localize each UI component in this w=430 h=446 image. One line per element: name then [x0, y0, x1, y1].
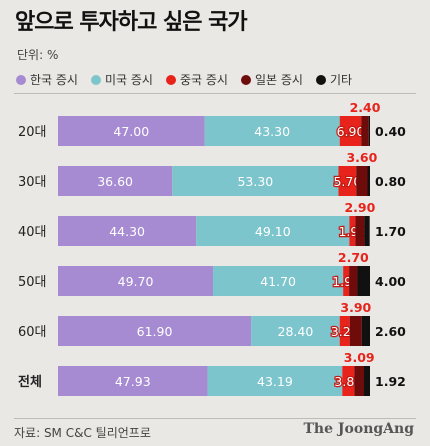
data-label: 61.90: [137, 324, 173, 339]
data-label: 2.90: [344, 200, 375, 215]
data-label: 2.60: [375, 324, 406, 339]
legend-label-korea: 한국 증시: [30, 73, 78, 87]
legend-swatch-usa: [90, 74, 101, 85]
category-label: 전체: [18, 374, 42, 390]
legend-item-usa: 미국 증시: [90, 71, 153, 88]
bar-segment: [367, 166, 370, 196]
legend-item-korea: 한국 증시: [16, 71, 78, 88]
bar-segment: [58, 166, 173, 196]
data-label: 1.70: [375, 224, 406, 239]
legend: 한국 증시 미국 증시 중국 증시 일본 증시 기타: [16, 71, 352, 88]
bar-segment: [58, 216, 197, 246]
bar-segment: [354, 366, 365, 396]
legend-label-usa: 미국 증시: [104, 73, 153, 87]
bar-segment: [349, 266, 358, 296]
bar-segment: [196, 216, 350, 246]
bar-segment: [172, 166, 339, 196]
bar-segment: [364, 216, 370, 246]
data-label: 3.09: [344, 350, 375, 365]
bar-segment: [349, 216, 356, 246]
data-label: 0.40: [375, 124, 406, 139]
bar-segment: [58, 116, 205, 146]
bar-segment: [207, 366, 343, 396]
bar-segment: [339, 116, 362, 146]
data-label: 49.70: [118, 274, 154, 289]
data-label: 2.40: [350, 100, 381, 115]
bar-segment: [58, 366, 208, 396]
bar-segment: [355, 216, 365, 246]
bar-segment: [349, 316, 362, 346]
data-label: 3.90: [340, 300, 371, 315]
data-label: 44.30: [109, 224, 145, 239]
category-label: 60대: [18, 325, 47, 340]
data-label: 36.60: [97, 174, 133, 189]
bar-segment: [343, 266, 350, 296]
bar-segment: [342, 366, 355, 396]
bar-segment: [58, 266, 214, 296]
data-label: 47.93: [115, 374, 151, 389]
bar-segment: [357, 266, 370, 296]
category-label: 50대: [18, 275, 47, 290]
data-label: 47.00: [113, 124, 149, 139]
data-label: 5.70: [333, 174, 361, 189]
data-label: 43.30: [254, 124, 290, 139]
source-note: 자료: SM C&C 틸리언프로: [14, 426, 151, 440]
data-label: 2.70: [338, 250, 369, 265]
publisher-logo: The JoongAng: [303, 421, 414, 437]
category-label: 40대: [18, 225, 47, 240]
category-label: 20대: [18, 125, 47, 140]
data-label: 4.00: [375, 274, 406, 289]
data-label: 43.19: [257, 374, 293, 389]
legend-swatch-japan: [240, 74, 251, 85]
bottom-divider: [14, 418, 416, 419]
bar-segment: [338, 166, 357, 196]
bar-segment: [356, 166, 368, 196]
legend-item-japan: 일본 증시: [240, 71, 303, 88]
bar-segment: [368, 116, 370, 146]
bar-segment: [251, 316, 340, 346]
top-divider: [14, 93, 416, 94]
legend-swatch-other: [315, 74, 326, 85]
data-label: 53.30: [237, 174, 273, 189]
bar-segment: [339, 316, 350, 346]
bar-segment: [213, 266, 344, 296]
legend-item-china: 중국 증시: [165, 71, 228, 88]
legend-label-other: 기타: [329, 73, 353, 87]
legend-swatch-korea: [16, 74, 26, 85]
data-label: 41.70: [260, 274, 296, 289]
legend-item-other: 기타: [315, 71, 353, 88]
bar-segment: [361, 316, 370, 346]
data-label: 6.90: [337, 124, 365, 139]
data-label: 0.80: [375, 174, 406, 189]
data-label: 28.40: [278, 324, 314, 339]
bar-segment: [58, 316, 252, 346]
chart-title: 앞으로 투자하고 싶은 국가: [15, 10, 248, 35]
bar-segment: [364, 366, 370, 396]
category-label: 30대: [18, 175, 47, 190]
legend-label-china: 중국 증시: [179, 73, 228, 87]
bar-segment: [361, 116, 369, 146]
unit-label: 단위: %: [17, 48, 59, 62]
bar-segment: [204, 116, 340, 146]
data-label: 1.92: [375, 374, 406, 389]
legend-swatch-china: [165, 74, 176, 85]
data-label: 3.60: [346, 150, 377, 165]
data-label: 49.10: [255, 224, 291, 239]
legend-label-japan: 일본 증시: [254, 73, 303, 87]
